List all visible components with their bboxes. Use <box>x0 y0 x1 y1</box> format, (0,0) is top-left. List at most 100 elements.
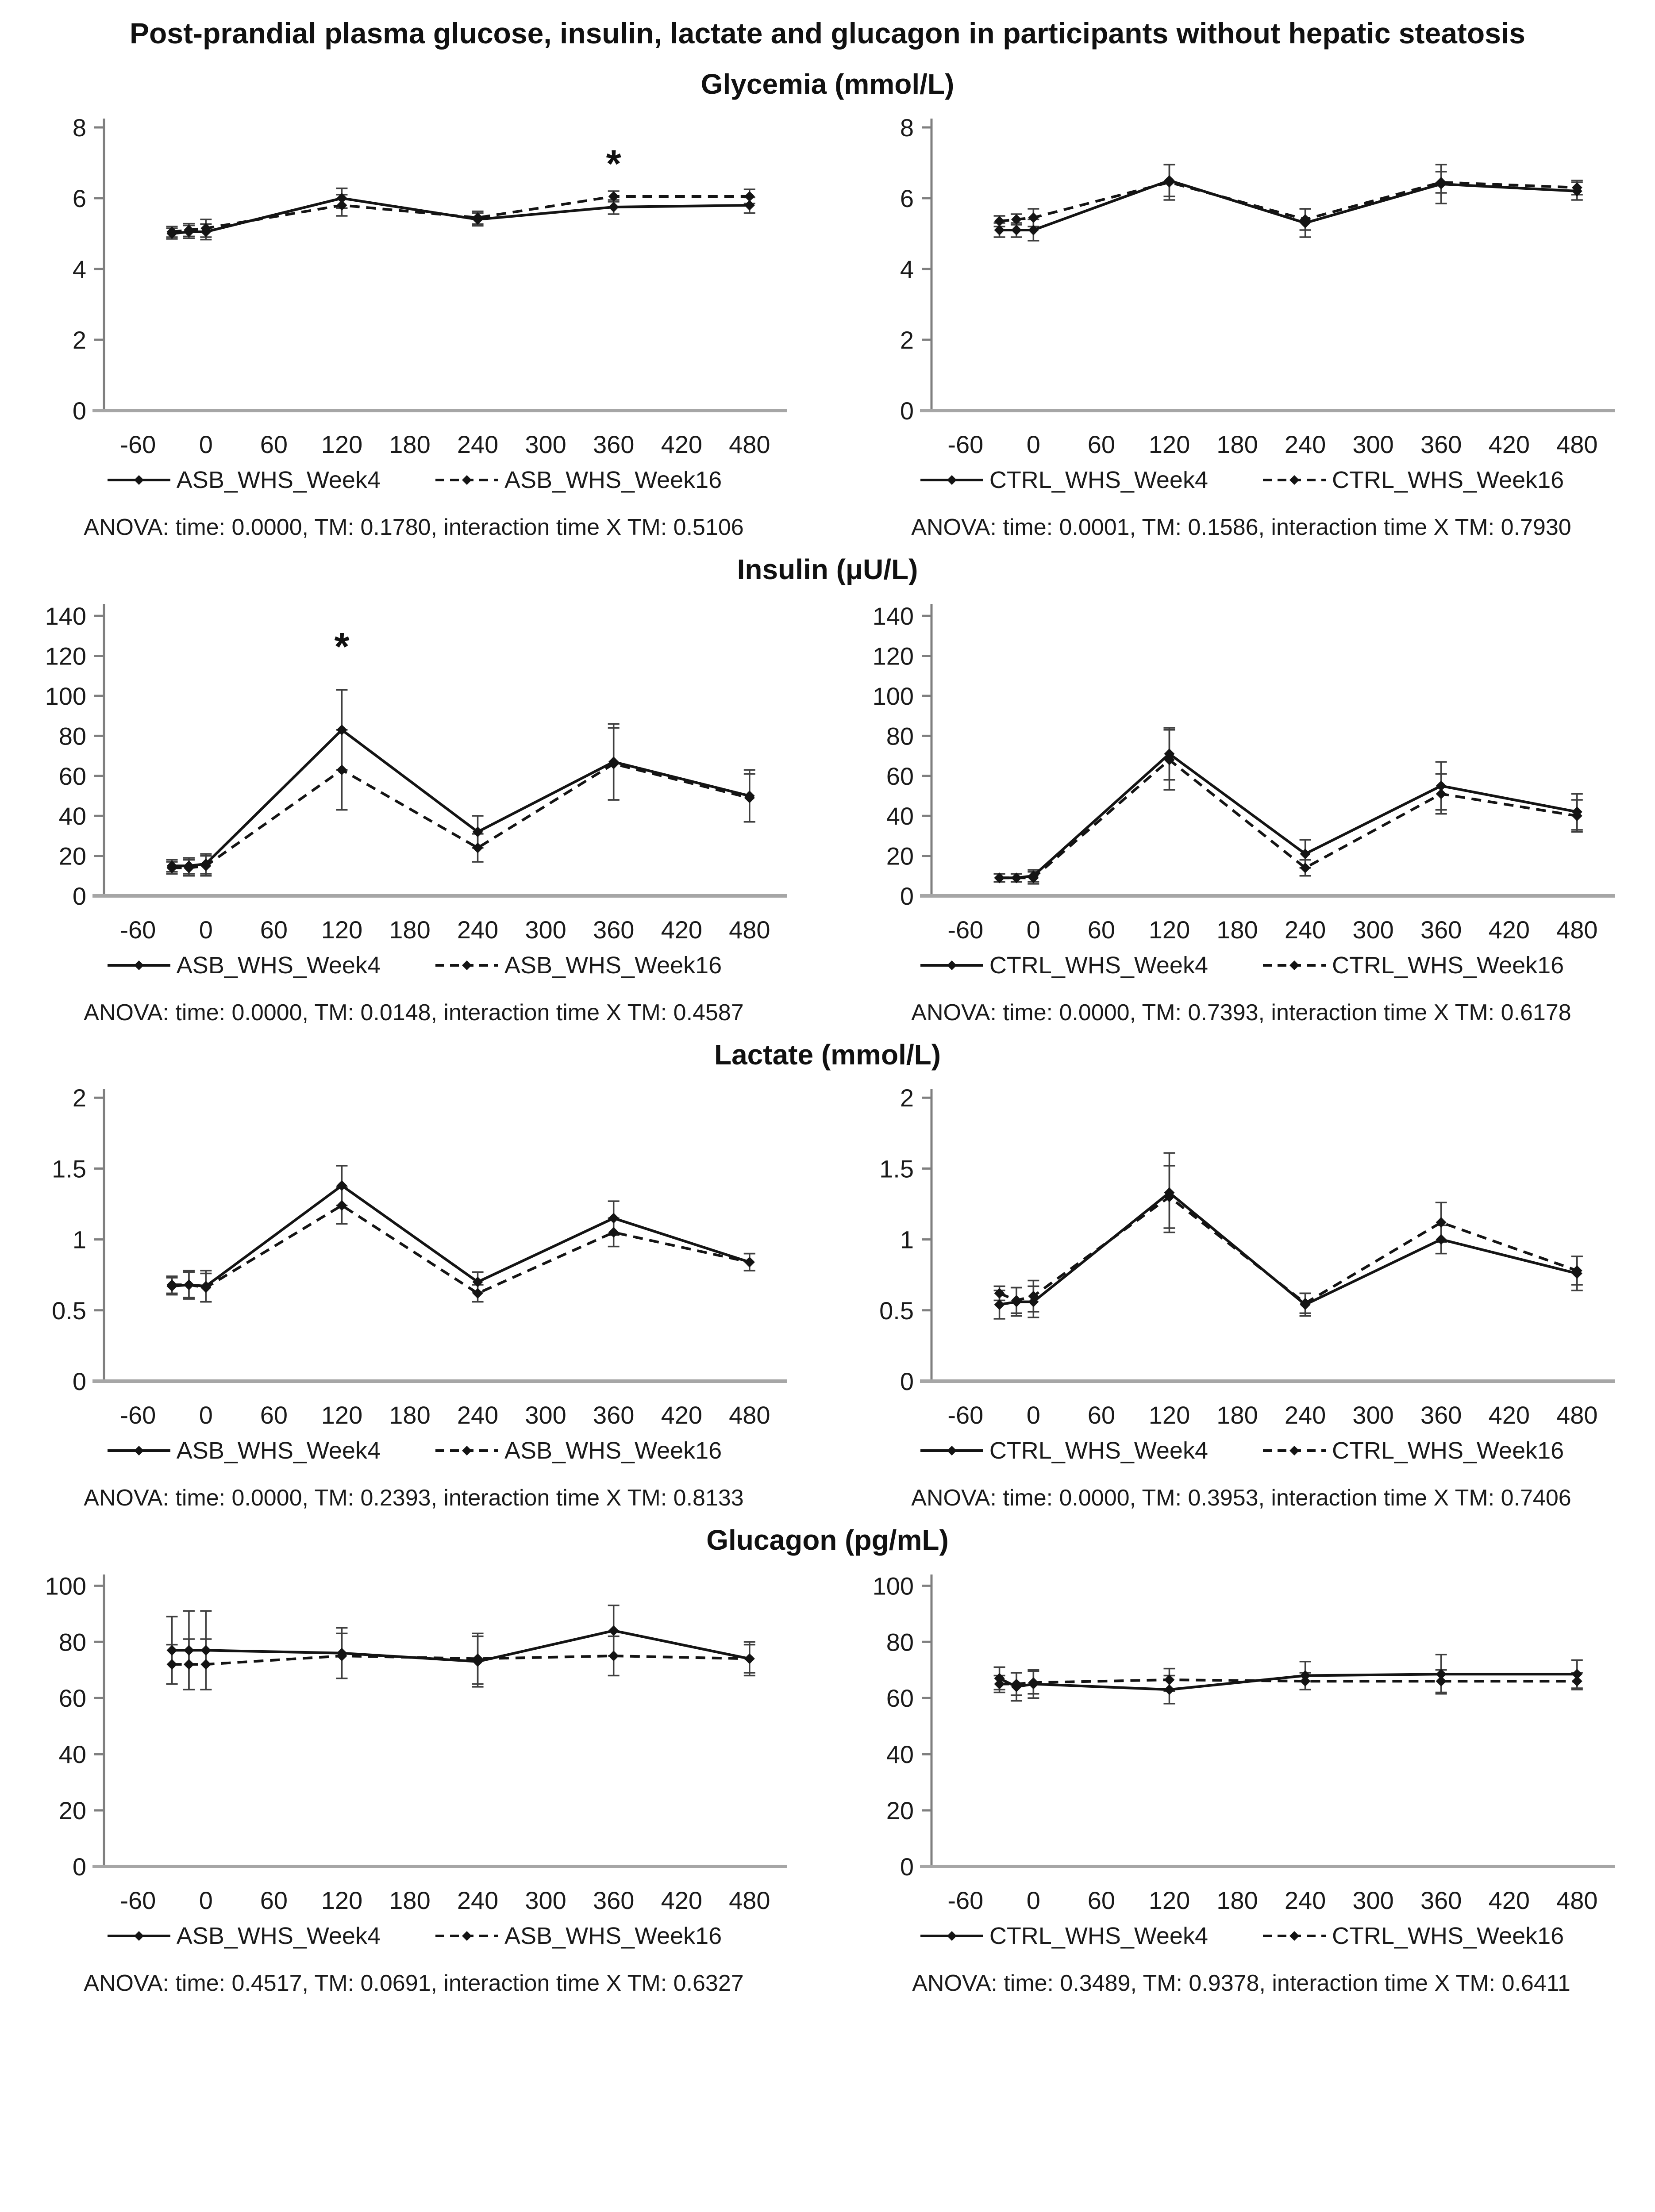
sections-container: Glycemia (mmol/L) 0 2 4 6 8 -60 0 60 120 180 240 300… <box>0 68 1655 1997</box>
legend-label: ASB_WHS_Week4 <box>176 1437 381 1464</box>
legend-solid-line-icon <box>107 960 170 970</box>
section: Lactate (mmol/L) 0 0.5 1 1.5 2 -60 0 60 120 180 240… <box>0 1038 1655 1511</box>
svg-text:*: * <box>334 625 350 668</box>
anova-text: ANOVA: time: 0.0000, TM: 0.2393, interac… <box>84 1485 744 1511</box>
svg-text:360: 360 <box>1420 1886 1462 1914</box>
chart-block: 0 0.5 1 1.5 2 -60 0 60 120 180 240 300 360 420 480 CTRL… <box>832 1074 1651 1511</box>
svg-text:60: 60 <box>1088 430 1115 458</box>
svg-text:120: 120 <box>873 642 914 670</box>
svg-text:-60: -60 <box>947 916 983 944</box>
svg-text:60: 60 <box>260 916 288 944</box>
line-chart-svg: 0 0.5 1 1.5 2 -60 0 60 120 180 240 300 360 420 480 <box>879 1084 1615 1429</box>
legend-item: ASB_WHS_Week16 <box>434 1922 722 1950</box>
svg-text:2: 2 <box>900 326 914 354</box>
svg-text:40: 40 <box>886 802 914 830</box>
svg-text:140: 140 <box>45 602 86 630</box>
svg-text:0: 0 <box>199 916 213 944</box>
svg-text:0: 0 <box>1027 1886 1040 1914</box>
section-heading: Insulin (μU/L) <box>737 553 918 585</box>
legend-label: CTRL_WHS_Week16 <box>1332 1923 1564 1949</box>
line-chart-svg: 0 20 40 60 80 100 120 140 -60 0 60 120 180 240 300 360 4… <box>45 602 787 944</box>
legend-dashed-line-icon <box>1262 475 1326 485</box>
svg-text:0: 0 <box>73 882 86 910</box>
svg-text:360: 360 <box>593 916 634 944</box>
chart-legend: CTRL_WHS_Week4 CTRL_WHS_Week16 <box>832 1922 1651 1950</box>
svg-text:8: 8 <box>73 114 86 142</box>
anova-text: ANOVA: time: 0.0000, TM: 0.0148, interac… <box>84 1000 744 1025</box>
svg-text:300: 300 <box>1352 430 1393 458</box>
legend-dashed-line-icon <box>435 1931 498 1941</box>
svg-text:300: 300 <box>525 1886 566 1914</box>
legend-solid-line-icon <box>107 475 170 485</box>
line-chart-svg: 0 2 4 6 8 -60 0 60 120 180 240 300 360 420 480 * <box>73 114 787 458</box>
svg-text:420: 420 <box>1489 916 1530 944</box>
svg-text:360: 360 <box>1420 1401 1462 1429</box>
chart-block: 0 20 40 60 80 100 120 140 -60 0 60 120 180 240 300 360 4… <box>832 588 1651 1026</box>
svg-text:360: 360 <box>1420 916 1462 944</box>
svg-text:60: 60 <box>1088 1886 1115 1914</box>
line-chart-svg: 0 20 40 60 80 100 -60 0 60 120 180 240 300 360 420 480 <box>873 1572 1615 1914</box>
anova-text: ANOVA: time: 0.4517, TM: 0.0691, interac… <box>84 1970 744 1996</box>
svg-text:80: 80 <box>886 722 914 750</box>
chart-legend: CTRL_WHS_Week4 CTRL_WHS_Week16 <box>832 952 1651 979</box>
svg-text:420: 420 <box>661 430 702 458</box>
legend-label: ASB_WHS_Week16 <box>504 467 722 493</box>
svg-text:480: 480 <box>1556 430 1597 458</box>
svg-text:180: 180 <box>389 916 430 944</box>
section: Glycemia (mmol/L) 0 2 4 6 8 -60 0 60 120 180 240 300… <box>0 68 1655 541</box>
svg-text:300: 300 <box>525 430 566 458</box>
chart-block: 0 2 4 6 8 -60 0 60 120 180 240 300 360 420 480 CTRL_WHS… <box>832 103 1651 541</box>
svg-text:0: 0 <box>73 397 86 425</box>
legend-solid-line-icon <box>920 1931 983 1941</box>
svg-text:100: 100 <box>45 682 86 710</box>
chart-row: 0 2 4 6 8 -60 0 60 120 180 240 300 360 420 480 * ASB_WHS… <box>0 103 1655 541</box>
legend-item: ASB_WHS_Week4 <box>106 466 381 494</box>
svg-text:480: 480 <box>729 916 770 944</box>
svg-text:480: 480 <box>729 430 770 458</box>
legend-label: ASB_WHS_Week4 <box>176 952 381 979</box>
legend-dashed-line-icon <box>435 475 498 485</box>
svg-text:0.5: 0.5 <box>52 1297 86 1325</box>
svg-text:6: 6 <box>900 184 914 212</box>
svg-text:-60: -60 <box>120 1886 156 1914</box>
legend-item: CTRL_WHS_Week16 <box>1261 466 1564 494</box>
svg-text:-60: -60 <box>120 1401 156 1429</box>
svg-text:4: 4 <box>900 255 914 283</box>
figure-title: Post-prandial plasma glucose, insulin, l… <box>130 17 1525 50</box>
svg-text:1.5: 1.5 <box>879 1155 914 1183</box>
chart-legend: ASB_WHS_Week4 ASB_WHS_Week16 <box>4 1437 823 1464</box>
legend-item: ASB_WHS_Week4 <box>106 952 381 979</box>
chart-row: 0 0.5 1 1.5 2 -60 0 60 120 180 240 300 360 420 480 ASB_… <box>0 1074 1655 1511</box>
svg-text:240: 240 <box>457 430 498 458</box>
svg-text:1: 1 <box>73 1226 86 1254</box>
svg-text:480: 480 <box>1556 916 1597 944</box>
svg-text:120: 120 <box>1149 430 1190 458</box>
anova-text: ANOVA: time: 0.3489, TM: 0.9378, interac… <box>912 1970 1570 1996</box>
legend-item: CTRL_WHS_Week4 <box>919 466 1208 494</box>
svg-text:240: 240 <box>457 1886 498 1914</box>
chart-block: 0 0.5 1 1.5 2 -60 0 60 120 180 240 300 360 420 480 ASB_… <box>4 1074 823 1511</box>
svg-text:120: 120 <box>45 642 86 670</box>
legend-solid-line-icon <box>107 1931 170 1941</box>
svg-text:480: 480 <box>729 1401 770 1429</box>
svg-text:-60: -60 <box>120 430 156 458</box>
svg-text:240: 240 <box>457 916 498 944</box>
chart-legend: CTRL_WHS_Week4 CTRL_WHS_Week16 <box>832 466 1651 494</box>
legend-item: CTRL_WHS_Week4 <box>919 1437 1208 1464</box>
svg-text:420: 420 <box>661 916 702 944</box>
legend-label: CTRL_WHS_Week16 <box>1332 467 1564 493</box>
svg-text:360: 360 <box>593 1886 634 1914</box>
svg-text:420: 420 <box>661 1401 702 1429</box>
svg-text:240: 240 <box>457 1401 498 1429</box>
svg-text:0: 0 <box>199 430 213 458</box>
svg-text:120: 120 <box>1149 1886 1190 1914</box>
svg-text:140: 140 <box>873 602 914 630</box>
legend-label: CTRL_WHS_Week4 <box>989 952 1208 979</box>
anova-text: ANOVA: time: 0.0000, TM: 0.3953, interac… <box>911 1485 1571 1511</box>
section-heading: Lactate (mmol/L) <box>714 1039 941 1071</box>
svg-text:8: 8 <box>900 114 914 142</box>
svg-text:180: 180 <box>389 1401 430 1429</box>
anova-text: ANOVA: time: 0.0000, TM: 0.1780, interac… <box>84 515 744 540</box>
svg-text:80: 80 <box>59 722 86 750</box>
